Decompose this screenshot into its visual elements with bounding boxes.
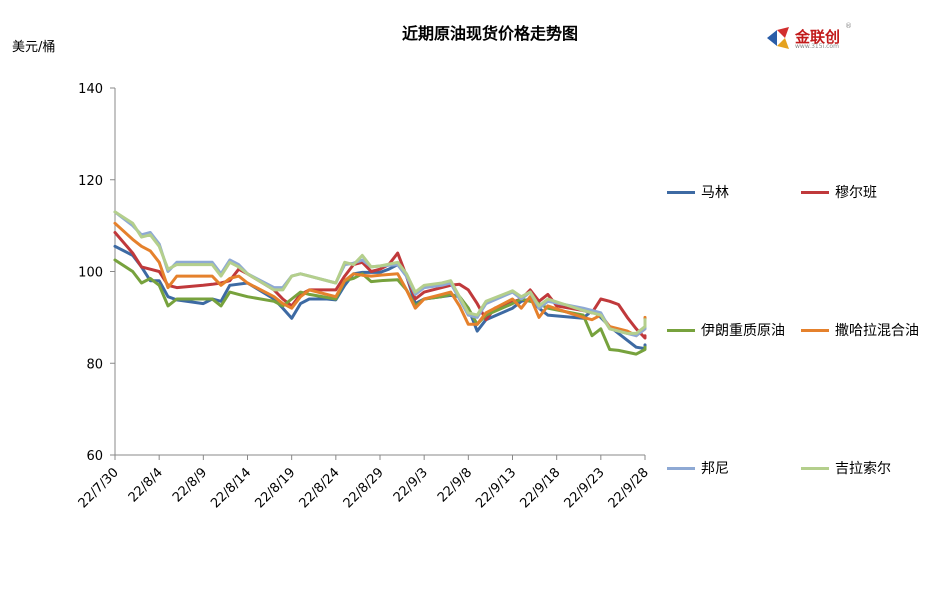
x-tick-label: 22/7/30 [76, 465, 122, 511]
x-tick-label: 22/9/13 [473, 465, 519, 511]
x-tick-label: 22/9/3 [391, 465, 431, 505]
x-tick-label: 22/9/18 [517, 465, 563, 511]
series-line-malin [113, 244, 647, 351]
y-tick-label: 60 [86, 449, 103, 464]
legend-item-girassol: 吉拉索尔 [801, 458, 891, 478]
x-tick-label: 22/9/8 [435, 465, 475, 505]
legend-item-malin: 马林 [667, 182, 729, 202]
legend-swatch [667, 190, 695, 194]
y-tick-label: 140 [78, 82, 103, 97]
series-line-muerban [113, 231, 647, 340]
y-tick-label: 100 [78, 266, 103, 281]
legend-item-saharan: 撒哈拉混合油 [801, 320, 919, 340]
series-line-saharan [113, 221, 647, 338]
legend-label: 吉拉索尔 [835, 461, 891, 477]
legend-swatch [667, 466, 695, 470]
x-tick-label: 22/8/24 [297, 465, 343, 511]
logo-name: 金联创 [795, 28, 841, 46]
y-axis-unit-label: 美元/桶 [12, 40, 56, 55]
legend-item-iran_heavy: 伊朗重质原油 [667, 320, 785, 340]
y-tick-label: 80 [86, 357, 103, 372]
series-line-girassol [113, 210, 647, 335]
y-tick-label: 120 [78, 174, 103, 189]
legend-item-muerban: 穆尔班 [801, 182, 877, 202]
x-tick-label: 22/8/9 [170, 465, 210, 505]
x-tick-label: 22/8/4 [126, 465, 166, 505]
chart-axes: 60 80 100 120 140 [78, 82, 646, 464]
x-axis-tick-labels: 22/7/30 22/8/4 22/8/922/8/1422/8/1922/8/24… [76, 465, 652, 511]
legend-label: 马林 [701, 185, 729, 201]
legend-label: 伊朗重质原油 [701, 323, 785, 339]
legend-item-bonny: 邦尼 [667, 458, 729, 478]
brand-logo: 金联创 ® www.315i.com [765, 22, 855, 54]
legend-label: 撒哈拉混合油 [835, 323, 919, 339]
x-tick-label: 22/8/14 [208, 465, 254, 511]
logo-mark-icon [767, 27, 789, 49]
legend-label: 邦尼 [701, 461, 729, 477]
legend-swatch [667, 328, 695, 332]
x-tick-label: 22/8/19 [252, 465, 298, 511]
x-tick-label: 22/9/28 [606, 465, 652, 511]
x-tick-label: 22/8/29 [341, 465, 387, 511]
logo-registered-mark: ® [845, 22, 852, 30]
chart-series [113, 210, 647, 356]
legend-swatch [801, 190, 829, 194]
logo-url: www.315i.com [795, 43, 839, 50]
x-tick-label: 22/9/23 [562, 465, 608, 511]
legend-label: 穆尔班 [835, 185, 877, 201]
legend-swatch [801, 466, 829, 470]
legend-swatch [801, 328, 829, 332]
chart-title: 近期原油现货价格走势图 [401, 24, 578, 43]
